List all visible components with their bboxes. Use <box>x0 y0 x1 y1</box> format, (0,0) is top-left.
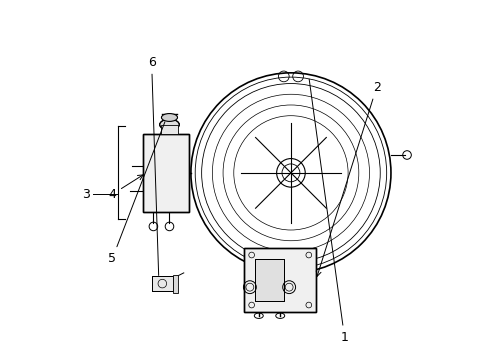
Bar <box>244 248 315 312</box>
Bar <box>255 258 283 301</box>
Bar <box>151 276 173 291</box>
Text: 5: 5 <box>108 122 164 265</box>
Bar <box>255 258 283 301</box>
Bar <box>151 276 173 291</box>
Ellipse shape <box>160 119 179 130</box>
Text: 1: 1 <box>308 79 348 344</box>
Bar <box>173 275 178 293</box>
Text: 2: 2 <box>316 81 380 276</box>
Bar <box>142 134 189 212</box>
Bar <box>160 125 178 134</box>
Text: 3: 3 <box>81 188 89 201</box>
Ellipse shape <box>161 113 177 121</box>
Text: 4: 4 <box>108 175 142 201</box>
Bar <box>142 134 189 212</box>
Text: 6: 6 <box>147 55 158 275</box>
Bar <box>244 248 315 312</box>
